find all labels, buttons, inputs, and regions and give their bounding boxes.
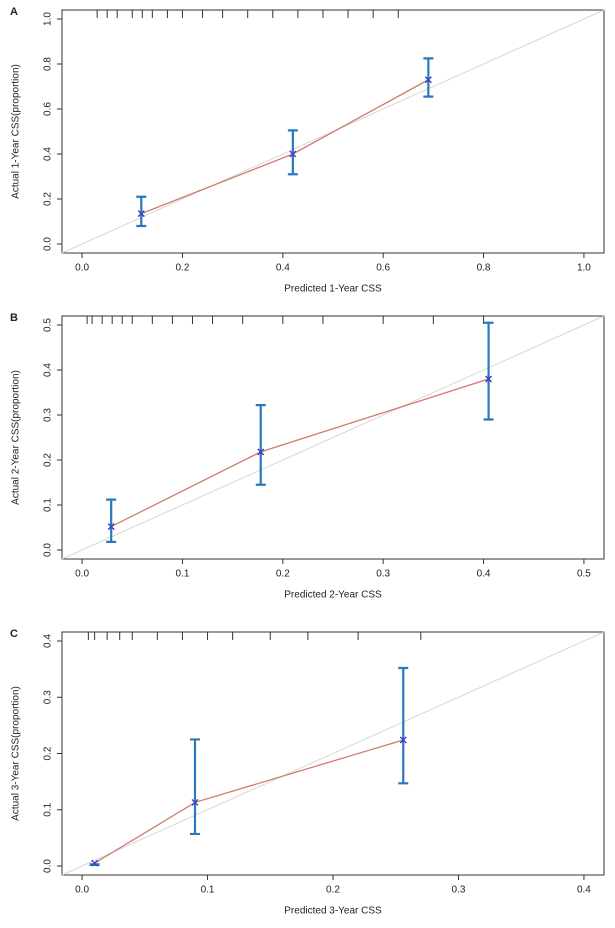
- reference-line: [61, 315, 605, 560]
- y-tick-label: 0.4: [43, 363, 54, 377]
- x-axis-label: Predicted 3-Year CSS: [284, 906, 382, 917]
- x-tick-label: 0.3: [376, 569, 390, 580]
- y-tick-label: 0.0: [43, 543, 54, 557]
- error-bar: [483, 321, 494, 421]
- y-tick-label: 0.4: [43, 634, 54, 648]
- plot-box: [61, 9, 605, 254]
- y-tick-label: 0.4: [43, 147, 54, 161]
- panel-label: A: [10, 6, 18, 18]
- error-bar: [287, 129, 298, 176]
- x-tick-label: 0.3: [452, 885, 466, 896]
- point-marker: [107, 523, 115, 531]
- y-tick-label: 0.3: [43, 690, 54, 704]
- calibration-line: [141, 79, 429, 215]
- point-marker: [424, 76, 432, 84]
- y-tick-label: 0.6: [43, 102, 54, 116]
- error-bar: [89, 863, 100, 866]
- x-tick-label: 0.6: [376, 263, 390, 274]
- y-tick-label: 0.8: [43, 57, 54, 71]
- x-tick-label: 0.5: [577, 569, 591, 580]
- y-tick-label: 0.1: [43, 498, 54, 512]
- x-tick-label: 0.4: [276, 263, 290, 274]
- y-tick-label: 0.0: [43, 859, 54, 873]
- x-tick-label: 0.0: [75, 263, 89, 274]
- y-tick-label: 0.2: [43, 746, 54, 760]
- y-tick-label: 0.2: [43, 192, 54, 206]
- y-tick-label: 1.0: [43, 12, 54, 26]
- x-tick-label: 1.0: [577, 263, 591, 274]
- x-tick-label: 0.4: [577, 885, 591, 896]
- error-bar: [398, 666, 409, 785]
- point-marker: [289, 150, 297, 158]
- point-marker: [191, 798, 199, 806]
- x-tick-label: 0.0: [75, 569, 89, 580]
- point-marker: [485, 375, 493, 383]
- plot-box: [61, 315, 605, 560]
- point-marker: [399, 736, 407, 744]
- reference-line: [61, 631, 605, 876]
- error-bar: [136, 195, 147, 228]
- y-tick-label: 0.3: [43, 408, 54, 422]
- error-bar: [189, 738, 200, 836]
- x-tick-label: 0.2: [326, 885, 340, 896]
- x-tick-label: 0.2: [276, 569, 290, 580]
- x-tick-label: 0.4: [477, 569, 491, 580]
- x-axis-label: Predicted 2-Year CSS: [284, 590, 382, 601]
- panel-label: B: [10, 312, 18, 324]
- x-axis-label: Predicted 1-Year CSS: [284, 284, 382, 295]
- y-axis-label: Actual 1-Year CSS(proportion): [11, 64, 22, 199]
- x-tick-label: 0.2: [175, 263, 189, 274]
- y-axis-label: Actual 3-Year CSS(proportion): [11, 686, 22, 821]
- x-tick-label: 0.0: [75, 885, 89, 896]
- x-tick-label: 0.1: [175, 569, 189, 580]
- y-axis-label: Actual 2-Year CSS(proportion): [11, 370, 22, 505]
- x-tick-label: 0.8: [477, 263, 491, 274]
- point-marker: [91, 859, 99, 867]
- error-bar: [255, 404, 266, 486]
- error-bar: [423, 57, 434, 98]
- panel-label: C: [10, 628, 18, 640]
- y-tick-label: 0.0: [43, 237, 54, 251]
- x-tick-label: 0.1: [201, 885, 215, 896]
- point-marker: [257, 448, 265, 456]
- y-tick-label: 0.1: [43, 802, 54, 816]
- point-marker: [137, 210, 145, 218]
- calibration-line: [94, 739, 404, 864]
- y-tick-label: 0.2: [43, 453, 54, 467]
- y-tick-label: 0.5: [43, 318, 54, 332]
- error-bar: [106, 498, 117, 543]
